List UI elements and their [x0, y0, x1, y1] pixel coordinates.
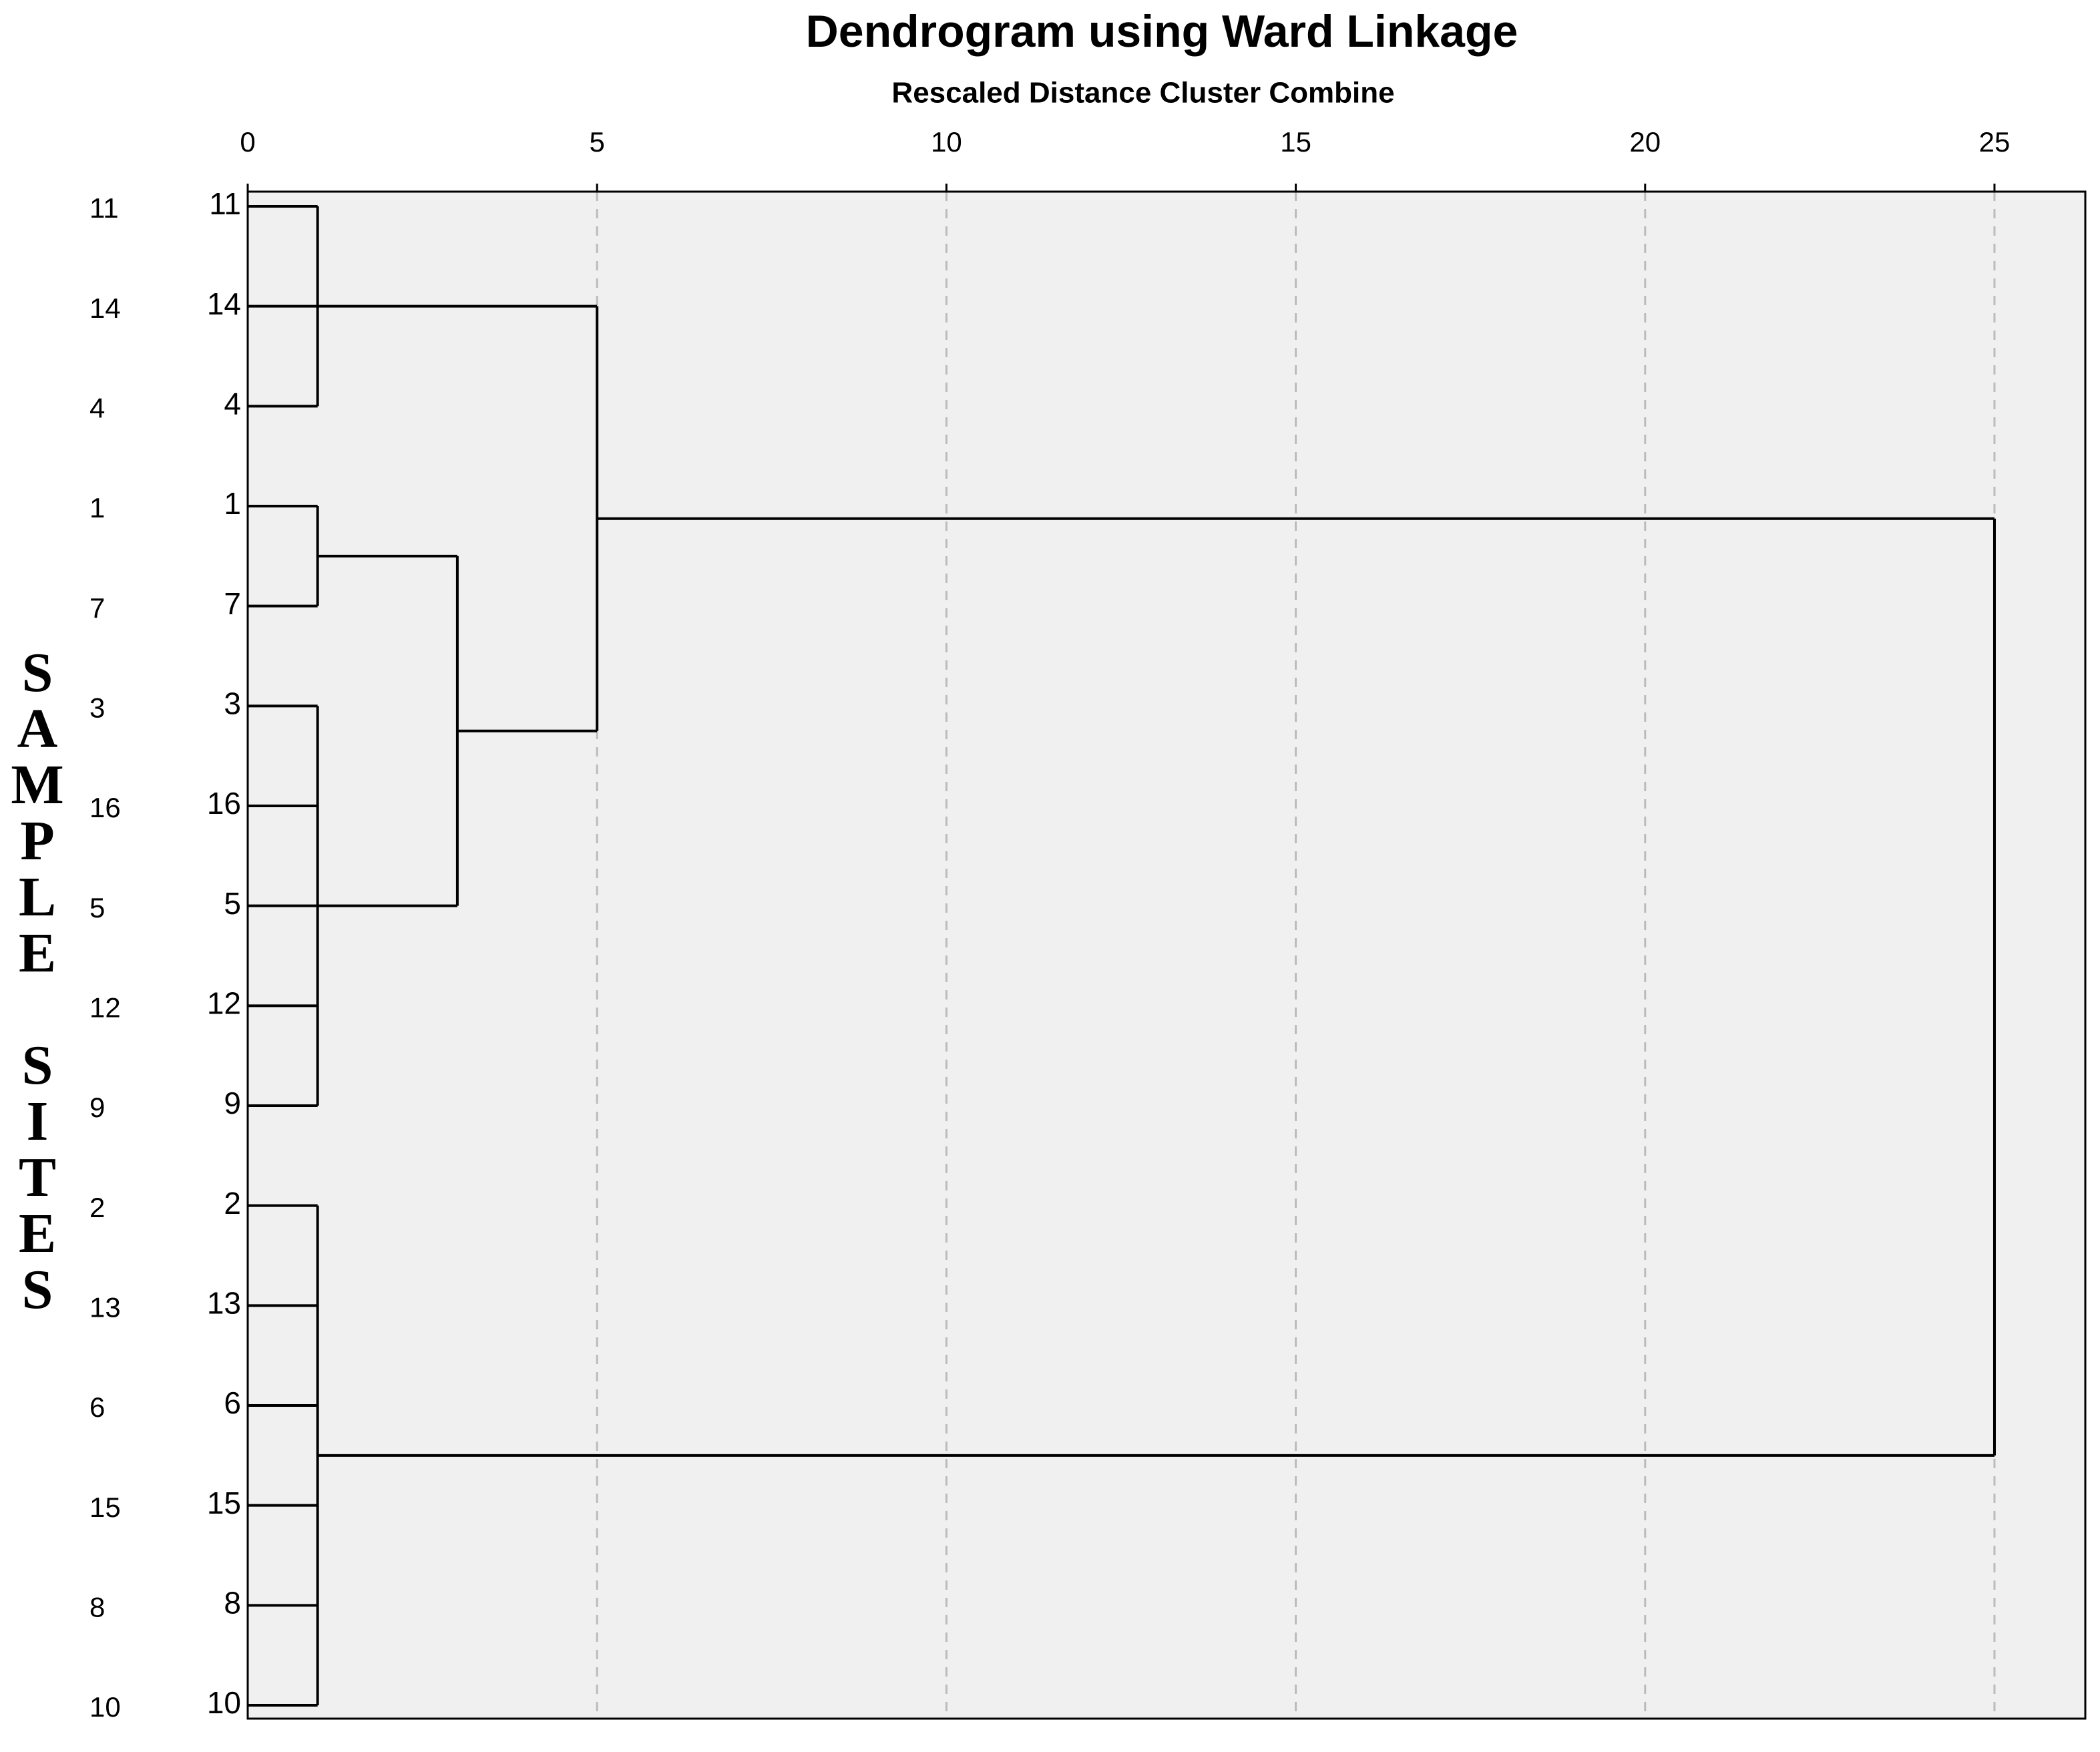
leaf-label: 16	[207, 786, 241, 821]
case-label: 15	[89, 1492, 121, 1523]
case-label: 8	[89, 1591, 105, 1622]
leaf-label: 10	[207, 1685, 241, 1720]
leaf-label: 15	[207, 1486, 241, 1520]
leaf-label: 2	[224, 1186, 241, 1221]
case-label: 9	[89, 1092, 105, 1123]
case-label: 2	[89, 1192, 105, 1223]
leaf-label: 6	[224, 1385, 241, 1420]
leaf-label: 14	[207, 286, 241, 321]
x-tick-label: 0	[240, 126, 255, 158]
case-label: 6	[89, 1391, 105, 1423]
chart-subtitle: Rescaled Distance Cluster Combine	[891, 77, 1394, 110]
case-label: 4	[89, 392, 105, 423]
plot-border	[246, 190, 2087, 1720]
x-tick-label: 10	[931, 126, 962, 158]
leaf-label: 4	[224, 386, 241, 421]
case-label: 1	[89, 492, 105, 523]
x-tick-label: 5	[590, 126, 605, 158]
leaf-label: 7	[224, 586, 241, 621]
leaf-label: 1	[224, 486, 241, 521]
case-label: 5	[89, 892, 105, 923]
leaf-label: 9	[224, 1086, 241, 1120]
leaf-label: 3	[224, 686, 241, 720]
leaf-label: 12	[207, 986, 241, 1020]
case-label: 16	[89, 792, 121, 823]
plot-area	[248, 192, 2085, 1719]
leaf-label: 11	[209, 186, 241, 221]
leaf-label: 13	[207, 1285, 241, 1320]
case-label: 14	[89, 292, 121, 324]
case-label: 11	[89, 192, 119, 224]
case-label: 10	[89, 1691, 121, 1723]
case-label: 7	[89, 592, 105, 624]
case-label: 3	[89, 692, 105, 723]
leaf-label: 5	[224, 886, 241, 921]
x-tick-label: 20	[1629, 126, 1661, 158]
x-tick-label: 25	[1979, 126, 2011, 158]
x-tick-label: 15	[1280, 126, 1311, 158]
chart-title: Dendrogram using Ward Linkage	[806, 6, 1518, 57]
case-label: 13	[89, 1291, 121, 1323]
leaf-label: 8	[224, 1585, 241, 1620]
case-label: 12	[89, 992, 121, 1023]
